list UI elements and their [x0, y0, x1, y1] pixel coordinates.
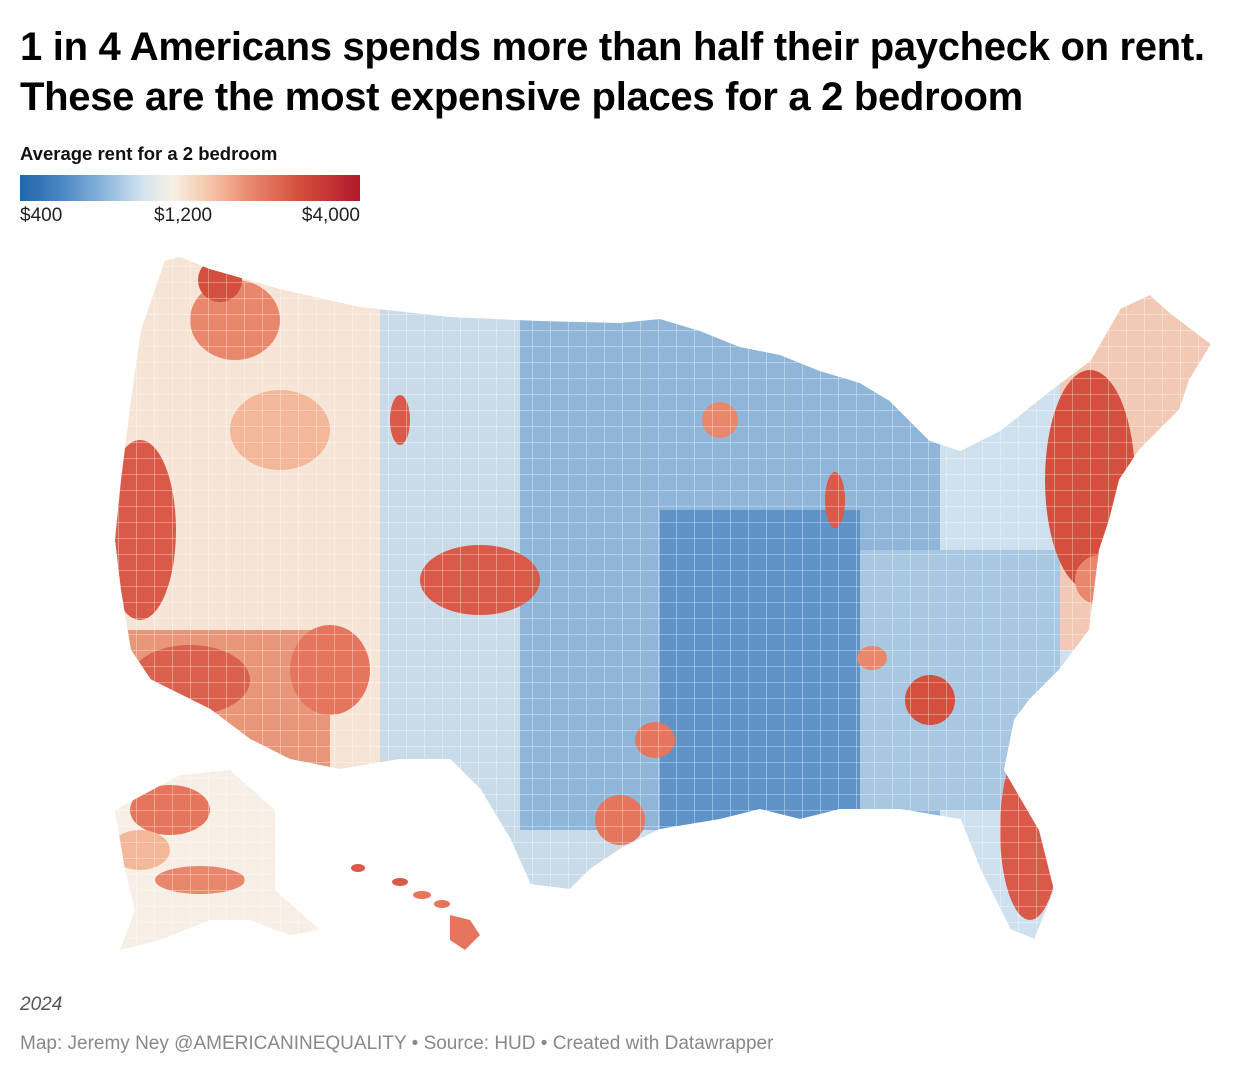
color-legend: Average rent for a 2 bedroom $400 $1,200… [20, 143, 360, 226]
hawaii [351, 864, 480, 950]
year-note: 2024 [20, 994, 63, 1015]
legend-ticks: $400 $1,200 $4,000 [20, 201, 360, 226]
chart-title: 1 in 4 Americans spends more than half t… [20, 25, 1205, 119]
legend-title: Average rent for a 2 bedroom [20, 143, 278, 164]
legend-max-label: $4,000 [301, 205, 360, 226]
footer-credits: Map: Jeremy Ney @AMERICANINEQUALITY • So… [20, 1033, 774, 1054]
us-county-rent-map [100, 250, 1230, 960]
legend-color-bar [20, 175, 360, 201]
conus-outline [112, 254, 1214, 942]
legend-min-label: $400 [20, 205, 63, 226]
alaska [115, 770, 320, 950]
legend-mid-label: $1,200 [154, 205, 213, 226]
